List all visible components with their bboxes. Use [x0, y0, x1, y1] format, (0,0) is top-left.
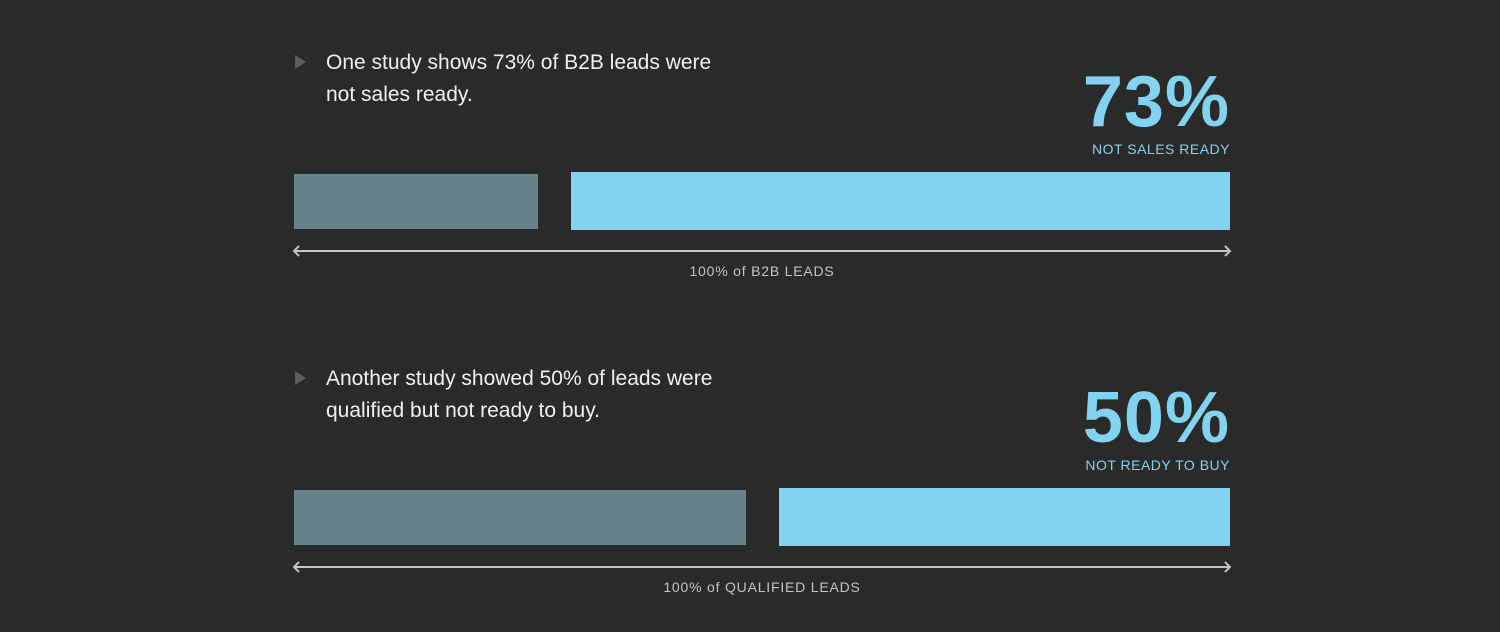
statement-line-1: One study shows 73% of B2B leads were: [326, 51, 712, 74]
big-percentage: 50%: [1082, 378, 1230, 458]
bar-highlight: [570, 172, 1230, 230]
axis-label: 100% of QUALIFIED LEADS: [663, 579, 861, 595]
axis-label: 100% of B2B LEADS: [689, 263, 835, 279]
statement-line-1: Another study showed 50% of leads were: [326, 367, 713, 390]
axis-arrow: [292, 245, 1232, 257]
play-triangle-icon: [295, 55, 306, 69]
bar-track: [294, 488, 1230, 546]
bar-remainder: [294, 490, 746, 545]
statement-line-2: not sales ready.: [326, 83, 473, 106]
statement-text: One study shows 73% of B2B leads were no…: [326, 47, 786, 111]
percentage-label: NOT SALES READY: [1092, 141, 1230, 157]
chart-section-b2b-leads: One study shows 73% of B2B leads were no…: [292, 47, 1232, 279]
bar-track: [294, 172, 1230, 230]
statement-text: Another study showed 50% of leads were q…: [326, 363, 786, 427]
bar-remainder: [294, 174, 538, 229]
axis-arrow: [292, 561, 1232, 573]
chart-section-qualified-leads: Another study showed 50% of leads were q…: [0, 316, 1500, 632]
big-percentage: 73%: [1082, 62, 1230, 142]
play-triangle-icon: [295, 371, 306, 385]
percentage-label: NOT READY TO BUY: [1085, 457, 1230, 473]
statement-line-2: qualified but not ready to buy.: [326, 399, 600, 422]
bar-highlight: [778, 488, 1230, 546]
